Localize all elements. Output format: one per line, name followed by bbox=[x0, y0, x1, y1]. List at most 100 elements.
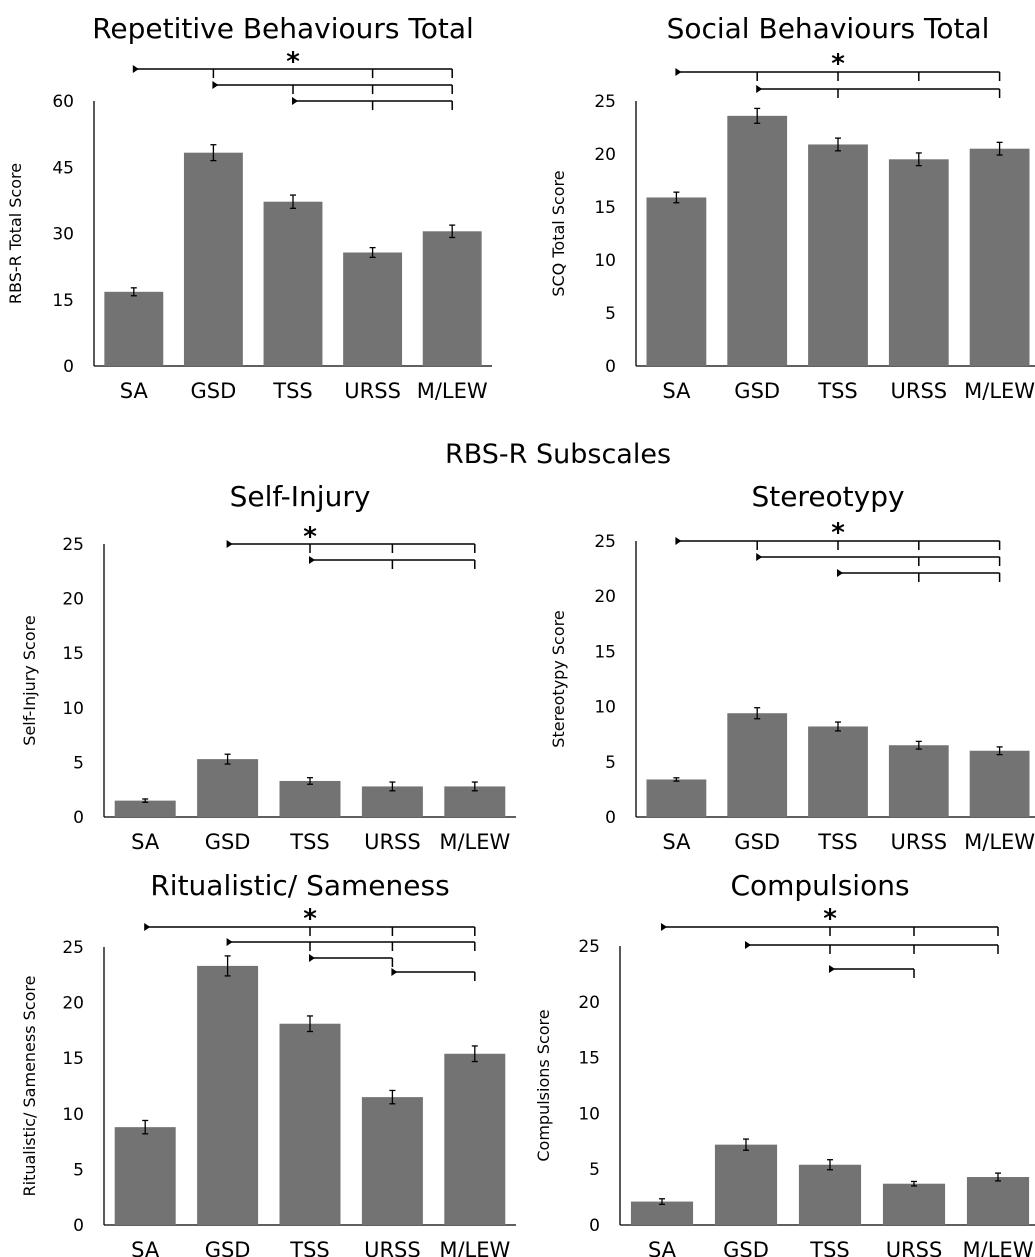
significance-star: * bbox=[831, 518, 845, 548]
x-tick-label: URSS bbox=[886, 1238, 943, 1257]
bracket-arrowhead bbox=[837, 569, 843, 577]
x-tick-label: GSD bbox=[734, 379, 780, 403]
y-tick-label: 25 bbox=[62, 938, 84, 958]
y-tick-label: 25 bbox=[62, 535, 84, 555]
y-tick-label: 0 bbox=[605, 808, 616, 828]
bar-tss bbox=[808, 144, 868, 366]
bracket-arrowhead bbox=[745, 941, 751, 949]
bar-gsd bbox=[197, 965, 259, 1225]
x-tick-label: M/LEW bbox=[439, 830, 510, 854]
y-tick-label: 30 bbox=[52, 225, 74, 245]
x-tick-label: GSD bbox=[191, 379, 237, 403]
x-tick-label: URSS bbox=[890, 379, 947, 403]
y-tick-label: 0 bbox=[73, 1216, 84, 1236]
chart-title: Self-Injury bbox=[230, 480, 371, 513]
y-axis-label: Self-Injury Score bbox=[20, 615, 39, 745]
error-bar bbox=[911, 1180, 917, 1187]
significance-bracket bbox=[213, 84, 453, 94]
error-bar bbox=[995, 1172, 1001, 1182]
x-tick-label: GSD bbox=[723, 1238, 769, 1257]
x-tick-label: TSS bbox=[809, 1238, 850, 1257]
significance-bracket bbox=[838, 572, 1001, 582]
error-bar bbox=[915, 152, 922, 167]
significance-bracket bbox=[757, 88, 1001, 98]
error-bar bbox=[827, 1159, 833, 1171]
y-tick-label: 15 bbox=[578, 1049, 600, 1069]
error-bar bbox=[754, 707, 761, 720]
significance-bracket bbox=[293, 100, 453, 110]
bar-gsd bbox=[197, 759, 259, 817]
x-tick-label: URSS bbox=[344, 379, 401, 403]
bar-tss bbox=[279, 780, 341, 817]
y-tick-label: 10 bbox=[62, 699, 84, 719]
bracket-arrowhead bbox=[675, 68, 682, 76]
x-tick-label: TSS bbox=[817, 379, 858, 403]
significance-star: * bbox=[831, 49, 845, 79]
chart-panel-3: Self-Injury Self-Injury Score 0 5 10 15 20 25 SA… bbox=[20, 480, 516, 854]
significance-bracket bbox=[133, 68, 453, 78]
bar-m-lew bbox=[969, 750, 1030, 817]
bar-sa bbox=[646, 197, 707, 366]
y-tick-label: 15 bbox=[62, 1049, 84, 1069]
error-bar bbox=[996, 141, 1003, 156]
chart-panel-1: Repetitive Behaviours Total RBS-R Total S… bbox=[6, 12, 492, 403]
error-bar bbox=[389, 781, 396, 792]
x-tick-label: M/LEW bbox=[963, 1238, 1034, 1257]
y-tick-label: 20 bbox=[578, 993, 600, 1013]
y-tick-label: 25 bbox=[594, 92, 616, 112]
y-tick-label: 25 bbox=[594, 532, 616, 552]
chart-panel-2: Social Behaviours Total SCQ Total Score 0 5… bbox=[549, 12, 1035, 403]
error-bar bbox=[673, 777, 680, 782]
error-bar bbox=[835, 721, 841, 732]
y-tick-label: 20 bbox=[62, 994, 84, 1014]
error-bar bbox=[369, 246, 376, 259]
significance-bracket bbox=[746, 944, 999, 954]
y-tick-label: 10 bbox=[594, 698, 616, 718]
bar-sa bbox=[630, 1201, 694, 1225]
error-bar bbox=[130, 287, 137, 297]
bracket-arrowhead bbox=[226, 540, 233, 548]
x-tick-label: M/LEW bbox=[964, 830, 1035, 854]
bar-gsd bbox=[183, 152, 243, 366]
error-bar bbox=[996, 746, 1003, 756]
bar-sa bbox=[114, 1127, 176, 1225]
bar-m-lew bbox=[422, 231, 482, 366]
x-tick-label: SA bbox=[131, 1238, 160, 1257]
significance-star: * bbox=[303, 904, 317, 934]
bracket-arrowhead bbox=[292, 97, 298, 105]
chart-title: Repetitive Behaviours Total bbox=[92, 12, 474, 45]
x-tick-label: GSD bbox=[205, 830, 251, 854]
significance-bracket bbox=[145, 926, 476, 936]
y-tick-label: 5 bbox=[73, 1160, 84, 1180]
significance-bracket bbox=[676, 71, 1001, 81]
bar-m-lew bbox=[444, 1053, 506, 1225]
error-bar bbox=[307, 1015, 313, 1033]
chart-title: Ritualistic/ Sameness bbox=[150, 869, 449, 902]
chart-panel-4: Stereotypy Stereotypy Score 0 5 10 15 20 25 SA GS… bbox=[549, 480, 1035, 854]
error-bar bbox=[471, 781, 478, 792]
y-tick-label: 0 bbox=[605, 357, 616, 377]
x-tick-label: URSS bbox=[890, 830, 947, 854]
bar-tss bbox=[279, 1023, 341, 1225]
bracket-arrowhead bbox=[212, 81, 219, 89]
bracket-arrowhead bbox=[391, 968, 398, 976]
x-tick-label: GSD bbox=[734, 830, 780, 854]
section-heading: RBS-R Subscales bbox=[445, 439, 671, 470]
x-tick-label: SA bbox=[662, 830, 691, 854]
x-tick-label: GSD bbox=[205, 1238, 251, 1257]
bar-tss bbox=[808, 726, 868, 817]
y-tick-label: 45 bbox=[52, 158, 74, 178]
y-tick-label: 5 bbox=[605, 304, 616, 324]
y-axis-label: SCQ Total Score bbox=[549, 170, 568, 296]
x-tick-label: SA bbox=[648, 1238, 677, 1257]
y-tick-label: 60 bbox=[52, 92, 74, 112]
error-bar bbox=[743, 1138, 749, 1151]
chart-panel-6: Compulsions Compulsions Score 0 5 10 15 20 25 SA… bbox=[534, 869, 1035, 1257]
error-bar bbox=[471, 1045, 478, 1063]
y-tick-label: 15 bbox=[52, 291, 74, 311]
bracket-arrowhead bbox=[309, 556, 315, 564]
bracket-arrowhead bbox=[756, 85, 763, 93]
chart-title: Social Behaviours Total bbox=[667, 12, 990, 45]
